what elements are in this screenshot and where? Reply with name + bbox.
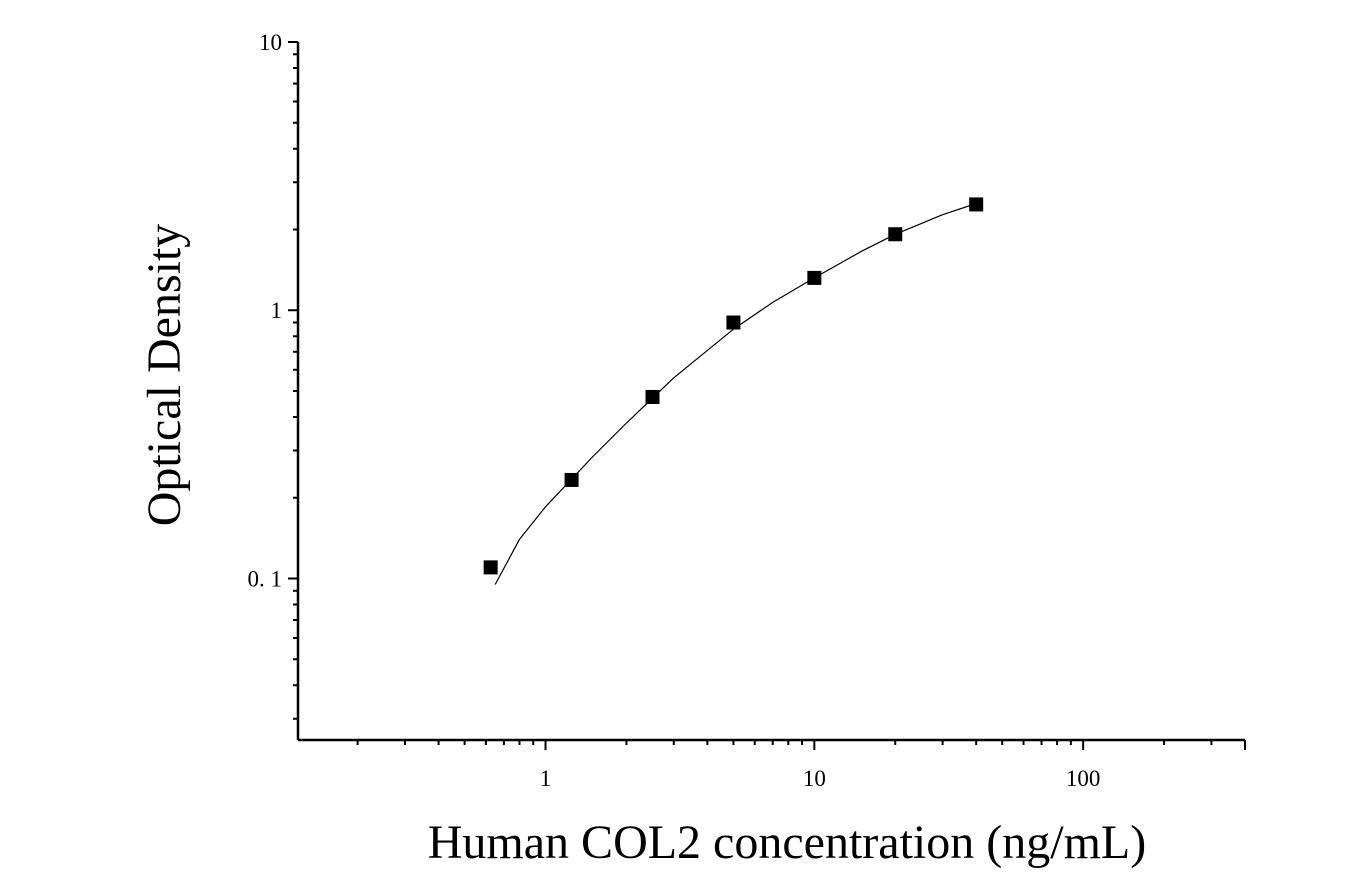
data-point bbox=[645, 389, 660, 404]
x-axis-title: Human COL2 concentration (ng/mL) bbox=[428, 816, 1146, 869]
data-point bbox=[888, 227, 903, 242]
data-point bbox=[483, 560, 498, 575]
data-points bbox=[483, 197, 984, 575]
y-tick-label: 10 bbox=[259, 30, 282, 55]
data-point bbox=[969, 197, 984, 212]
data-point bbox=[564, 472, 579, 487]
x-tick-label: 10 bbox=[803, 766, 826, 791]
x-tick-label: 1 bbox=[540, 766, 552, 791]
data-point bbox=[726, 315, 741, 330]
y-tick-label: 1 bbox=[271, 298, 283, 323]
x-tick-label: 100 bbox=[1066, 766, 1101, 791]
y-axis-title: Optical Density bbox=[138, 224, 191, 527]
y-tick-label: 0. 1 bbox=[248, 566, 283, 591]
tick-labels: 1 10 100 0. 1 1 10 bbox=[248, 30, 1101, 791]
data-point bbox=[807, 270, 822, 285]
ticks bbox=[288, 41, 1246, 750]
